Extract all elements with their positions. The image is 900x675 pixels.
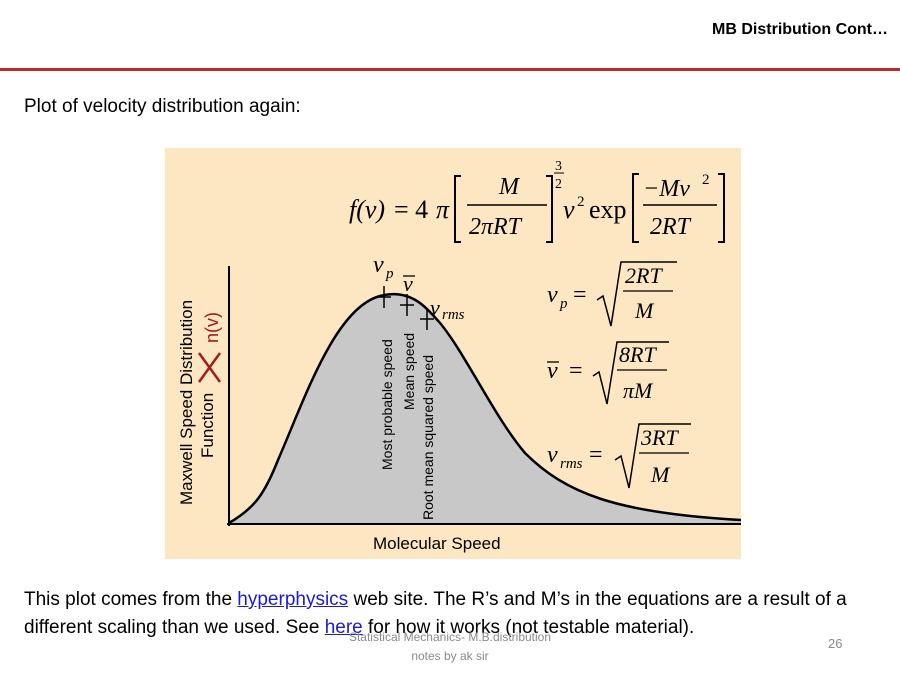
svg-text:3RT: 3RT: [640, 425, 679, 450]
footer-note: Statistical Mechanics- M.B.distribution …: [320, 628, 580, 666]
formula-vrms: v rms = 3RT M: [547, 423, 691, 489]
svg-text:v: v: [547, 358, 558, 384]
header-rule: [0, 68, 900, 71]
y-axis-label-line1: Maxwell Speed Distribution: [177, 300, 196, 505]
svg-text:rms: rms: [442, 307, 465, 323]
svg-text:2: 2: [577, 194, 585, 210]
svg-text:π: π: [436, 195, 450, 224]
distribution-curve-fill: [229, 294, 741, 524]
maxwell-distribution-figure: f(v) = 4 π M 2πRT 3 2 v 2 exp −Mv 2 2RT: [165, 148, 741, 559]
svg-text:M: M: [634, 298, 655, 323]
nv-annotation: n(v): [202, 312, 222, 343]
svg-text:=: =: [569, 358, 583, 384]
svg-text:M: M: [650, 462, 671, 487]
vrms-symbol: v: [430, 295, 440, 320]
caption: This plot comes from the hyperphysics we…: [24, 586, 884, 642]
svg-text:2: 2: [555, 177, 562, 192]
strike-out-mark: [197, 352, 222, 383]
slide-title: MB Distribution Cont…: [712, 21, 888, 38]
rms-speed-label: Root mean squared speed: [420, 355, 436, 520]
svg-text:rms: rms: [560, 456, 583, 472]
svg-text:= 4: = 4: [394, 195, 428, 224]
speed-markers: [377, 286, 434, 330]
svg-text:v: v: [563, 195, 575, 224]
svg-text:v: v: [547, 282, 558, 308]
footer-line2: notes by ak sir: [411, 649, 489, 663]
svg-text:=: =: [573, 282, 587, 308]
svg-text:M: M: [498, 174, 521, 200]
caption-part3: for how it works (not testable material)…: [362, 617, 695, 638]
svg-text:πM: πM: [623, 378, 654, 403]
svg-text:exp: exp: [589, 195, 627, 224]
caption-part1: This plot comes from the: [24, 589, 238, 610]
svg-text:−Mv: −Mv: [643, 176, 690, 202]
formula-vp: v p = 2RT M: [547, 261, 677, 327]
y-axis-label-line2: Function: [198, 393, 217, 458]
svg-text:2RT: 2RT: [625, 263, 663, 288]
most-probable-speed-label: Most probable speed: [379, 339, 395, 470]
svg-text:f(v): f(v): [349, 195, 385, 224]
svg-text:2: 2: [702, 172, 710, 188]
here-link[interactable]: here: [324, 617, 363, 638]
svg-text:p: p: [559, 296, 568, 312]
mean-speed-label: Mean speed: [401, 333, 417, 410]
svg-text:=: =: [589, 442, 603, 468]
caption-part2: web site. The R’s and M’s in the equatio…: [24, 589, 847, 638]
svg-text:2πRT: 2πRT: [469, 214, 523, 240]
svg-text:v: v: [547, 442, 558, 468]
footer-line1: Statistical Mechanics- M.B.distribution: [348, 630, 552, 644]
page-number: 26: [828, 636, 843, 651]
intro-text: Plot of velocity distribution again:: [24, 96, 301, 117]
hyperphysics-link[interactable]: hyperphysics: [237, 589, 349, 610]
formula-main: f(v) = 4 π M 2πRT 3 2 v 2 exp −Mv 2 2RT: [349, 159, 725, 243]
svg-text:3: 3: [555, 159, 562, 174]
x-axis-label: Molecular Speed: [373, 534, 501, 553]
svg-text:8RT: 8RT: [619, 342, 657, 367]
formula-vmean: v = 8RT πM: [547, 341, 669, 405]
svg-text:p: p: [385, 266, 394, 282]
vp-symbol: v: [373, 252, 384, 278]
svg-text:2RT: 2RT: [650, 214, 692, 240]
vmean-symbol: v: [403, 271, 413, 296]
